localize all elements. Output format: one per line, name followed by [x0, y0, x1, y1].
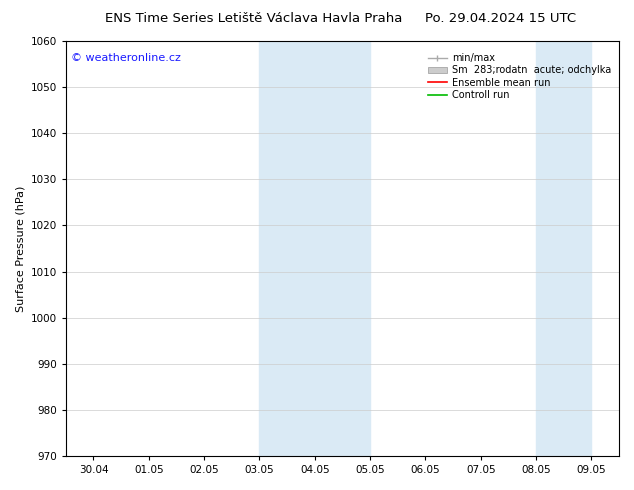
- Text: © weatheronline.cz: © weatheronline.cz: [72, 53, 181, 64]
- Bar: [314, 41, 370, 456]
- Text: Po. 29.04.2024 15 UTC: Po. 29.04.2024 15 UTC: [425, 12, 576, 25]
- Y-axis label: Surface Pressure (hPa): Surface Pressure (hPa): [15, 185, 25, 312]
- Legend: min/max, Sm  283;rodatn  acute; odchylka, Ensemble mean run, Controll run: min/max, Sm 283;rodatn acute; odchylka, …: [425, 50, 614, 103]
- Text: ENS Time Series Letiště Václava Havla Praha: ENS Time Series Letiště Václava Havla Pr…: [105, 12, 403, 25]
- Bar: [536, 41, 592, 456]
- Bar: [259, 41, 314, 456]
